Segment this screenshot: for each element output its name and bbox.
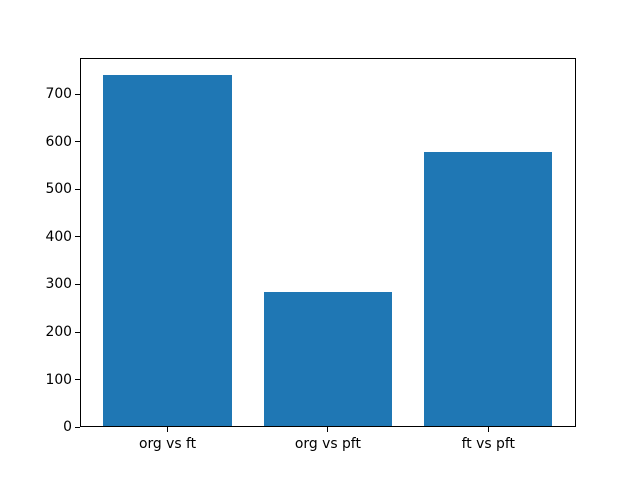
y-tick-mark bbox=[75, 283, 80, 285]
bar-org-vs-pft bbox=[263, 292, 393, 428]
y-tick-label: 500 bbox=[45, 181, 72, 198]
bar-org-vs-ft bbox=[103, 75, 232, 428]
x-tick-label: ft vs pft bbox=[461, 436, 515, 453]
y-tick-label: 700 bbox=[45, 86, 72, 103]
x-tick-mark bbox=[327, 427, 329, 433]
y-tick-mark bbox=[75, 426, 80, 428]
y-tick-label: 100 bbox=[45, 371, 72, 388]
y-tick-label: 400 bbox=[45, 228, 72, 245]
y-tick-mark bbox=[75, 331, 80, 333]
y-tick-label: 200 bbox=[45, 324, 72, 341]
x-tick-label: org vs ft bbox=[138, 436, 197, 453]
x-tick-mark bbox=[167, 427, 169, 433]
y-tick-mark bbox=[75, 379, 80, 381]
x-tick-mark bbox=[487, 427, 489, 433]
y-tick-mark bbox=[75, 188, 80, 190]
bar-ft-vs-pft bbox=[424, 151, 553, 428]
y-tick-label: 300 bbox=[45, 276, 72, 293]
y-tick-mark bbox=[75, 93, 80, 95]
plot-area bbox=[80, 58, 576, 428]
y-tick-label: 0 bbox=[63, 419, 72, 436]
y-tick-mark bbox=[75, 141, 80, 143]
y-tick-mark bbox=[75, 236, 80, 238]
x-tick-label: org vs pft bbox=[294, 436, 361, 453]
y-tick-label: 600 bbox=[45, 133, 72, 150]
